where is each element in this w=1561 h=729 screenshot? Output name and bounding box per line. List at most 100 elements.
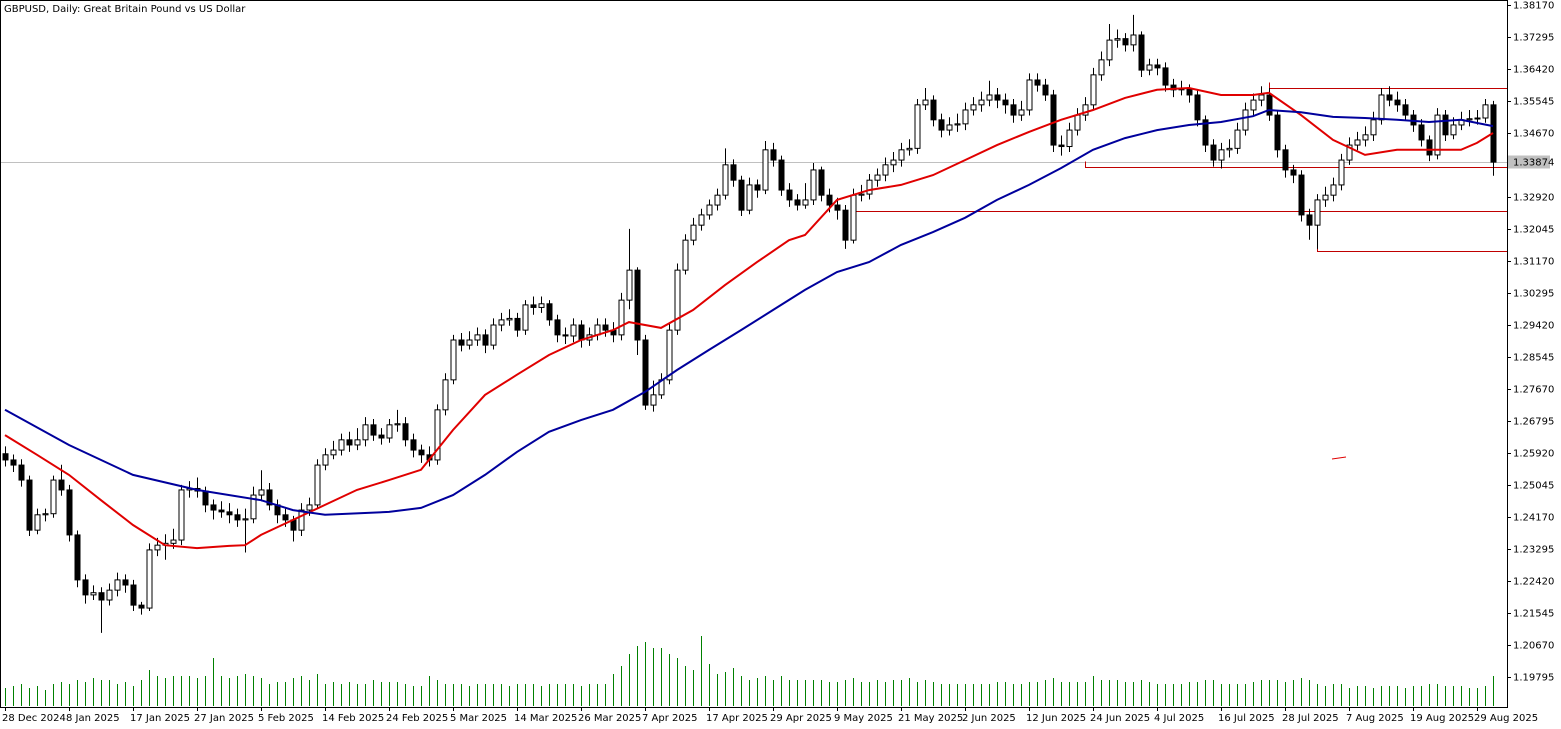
moving-average	[4, 86, 1494, 550]
candle-body	[570, 324, 577, 337]
candle-body	[754, 184, 761, 191]
candle-body	[434, 409, 441, 461]
y-tick-label: 1.34670	[1513, 129, 1554, 140]
moving-average	[4, 108, 1494, 516]
candle-body	[578, 324, 585, 341]
candle-body	[898, 149, 905, 161]
candle-body	[1074, 114, 1081, 131]
candle-body	[1186, 88, 1193, 96]
x-tick-label: 5 Feb 2025	[258, 713, 314, 724]
candle-body	[298, 509, 305, 531]
candle-body	[362, 424, 369, 441]
candle-body	[266, 489, 273, 506]
candle-body	[58, 479, 65, 491]
candle-body	[1474, 117, 1481, 120]
candle-body	[402, 423, 409, 441]
candle-body	[106, 589, 113, 601]
candle-body	[1106, 39, 1113, 61]
candle-body	[490, 324, 497, 346]
candle-body	[1434, 114, 1441, 156]
candle-body	[986, 94, 993, 101]
y-tick-label: 1.31170	[1513, 257, 1554, 268]
candle-body	[786, 189, 793, 201]
candle-body	[10, 459, 17, 466]
candle-body	[1226, 147, 1233, 151]
candle-body	[730, 164, 737, 181]
candle-body	[858, 193, 865, 196]
candle-body	[218, 509, 225, 513]
x-tick-label: 8 Jan 2025	[66, 713, 120, 724]
candle-body	[322, 454, 329, 466]
candle-body	[66, 489, 73, 536]
candle-body	[1098, 59, 1105, 76]
candle-body	[1418, 124, 1425, 141]
x-tick-label: 9 May 2025	[834, 713, 893, 724]
candle-body	[922, 99, 929, 106]
candle-body	[1338, 159, 1345, 186]
candle-body	[954, 123, 961, 126]
candle-body	[1138, 34, 1145, 71]
candle-body	[930, 99, 937, 121]
y-tick-label: 1.25920	[1513, 449, 1554, 460]
x-tick-label: 29 Apr 2025	[770, 713, 832, 724]
candle-body	[338, 439, 345, 451]
candle-body	[1042, 84, 1049, 96]
y-tick-label: 1.21545	[1513, 609, 1554, 620]
last-price-label: 1.33874	[1513, 158, 1554, 169]
candle-body	[234, 514, 241, 521]
candle-body	[1298, 174, 1305, 216]
candle-body	[146, 549, 153, 609]
candle-body	[642, 339, 649, 406]
candle-body	[466, 339, 473, 346]
candle-body	[682, 239, 689, 271]
candle-body	[674, 269, 681, 331]
candle-body	[634, 269, 641, 341]
y-tick-label: 1.35545	[1513, 97, 1554, 108]
candle-body	[114, 579, 121, 591]
x-tick-label: 14 Feb 2025	[322, 713, 384, 724]
candle-body	[1394, 99, 1401, 106]
candle-body	[1058, 144, 1065, 148]
candle-body	[370, 424, 377, 436]
candle-body	[874, 174, 881, 181]
candle-body	[378, 434, 385, 439]
candle-body	[50, 479, 57, 515]
candle-body	[690, 224, 697, 241]
candle-body	[386, 424, 393, 439]
y-tick-label: 1.32045	[1513, 225, 1554, 236]
candle-body	[210, 504, 217, 511]
candle-body	[1274, 114, 1281, 151]
candle-body	[906, 147, 913, 151]
candle-body	[138, 604, 145, 609]
x-tick-label: 27 Jan 2025	[194, 713, 254, 724]
candle-body	[170, 539, 177, 544]
candle-body	[522, 304, 529, 331]
candle-body	[98, 592, 105, 601]
x-tick-label: 12 Jun 2025	[1026, 713, 1086, 724]
candle-body	[202, 490, 209, 506]
candle-body	[330, 449, 337, 456]
candle-body	[154, 544, 161, 551]
candle-body	[458, 339, 465, 346]
trend-line	[1331, 456, 1347, 460]
candle-body	[1218, 149, 1225, 161]
candle-body	[2, 453, 9, 461]
candle-body	[42, 513, 49, 516]
candle-body	[826, 194, 833, 206]
candle-body	[778, 159, 785, 191]
candle-body	[450, 339, 457, 381]
candle-body	[890, 159, 897, 166]
candle-body	[698, 214, 705, 226]
candle-body	[1034, 79, 1041, 86]
candle-body	[762, 149, 769, 191]
candle-body	[242, 518, 249, 521]
candle-body	[1282, 149, 1289, 171]
candle-body	[250, 494, 257, 520]
x-tick-label: 2 Jun 2025	[962, 713, 1016, 724]
candle-body	[714, 194, 721, 206]
x-tick-label: 16 Jul 2025	[1218, 713, 1275, 724]
candle-body	[1146, 64, 1153, 71]
x-tick-label: 14 Mar 2025	[514, 713, 577, 724]
